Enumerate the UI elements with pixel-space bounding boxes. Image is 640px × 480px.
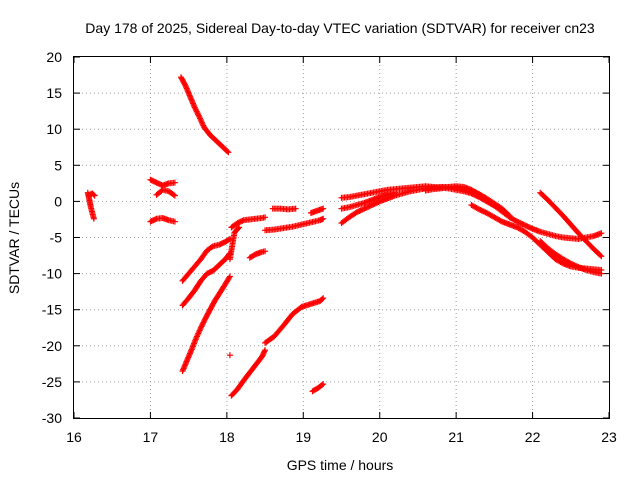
data-point-14 <box>319 296 326 303</box>
data-point-8 <box>199 322 206 329</box>
y-tick-label: 5 <box>54 157 62 173</box>
data-point-9 <box>235 225 242 232</box>
x-tick-label: 21 <box>448 429 464 445</box>
data-point-8 <box>199 320 206 327</box>
x-tick-labels: 16 17 18 19 20 21 22 23 <box>66 429 617 445</box>
y-tick-label: -25 <box>42 374 62 390</box>
data-point-8 <box>198 323 205 330</box>
data-point-18 <box>320 381 327 388</box>
data-point-5 <box>192 105 199 112</box>
data-point-16 <box>292 205 299 212</box>
x-tick-label: 20 <box>372 429 388 445</box>
data-point-8 <box>226 273 233 280</box>
data-point-12 <box>262 347 269 354</box>
data-point-8 <box>197 324 204 331</box>
data-point-2 <box>171 179 178 186</box>
data-point-25 <box>597 252 604 259</box>
data-point-17 <box>320 205 327 212</box>
chart-title: Day 178 of 2025, Sidereal Day-to-day VTE… <box>85 20 595 36</box>
data-point-0 <box>90 215 97 222</box>
data-point-5 <box>195 112 202 119</box>
data-point-6 <box>208 244 215 251</box>
data-point-14 <box>320 295 327 302</box>
data-point-8 <box>200 319 207 326</box>
data-point-15 <box>320 215 327 222</box>
y-tick-label: 0 <box>54 193 62 209</box>
data-point-24 <box>598 270 605 277</box>
plot-frame <box>73 56 610 419</box>
data-point-21 <box>392 189 398 196</box>
data-point-25 <box>598 253 605 260</box>
data-point-8 <box>226 274 233 281</box>
data-point-5 <box>194 109 201 116</box>
data-point-5 <box>193 108 200 115</box>
data-point-5 <box>191 104 198 111</box>
x-tick-label: 16 <box>66 429 82 445</box>
data-point-18 <box>319 381 326 388</box>
y-tick-label: 20 <box>46 49 62 65</box>
data-point-13 <box>262 248 269 255</box>
data-point-8 <box>201 318 208 325</box>
data-point-4 <box>171 192 178 199</box>
data-point-1 <box>90 191 97 198</box>
x-axis-label: GPS time / hours <box>287 457 394 473</box>
data-point-4 <box>170 191 177 198</box>
x-tick-label: 17 <box>143 429 159 445</box>
x-tick-label: 23 <box>601 429 617 445</box>
y-tick-label: 10 <box>46 121 62 137</box>
data-point-3 <box>171 218 178 225</box>
y-tick-label: -15 <box>42 302 62 318</box>
y-tick-label: -5 <box>50 230 63 246</box>
data-point-5 <box>224 148 231 155</box>
y-tick-label: -20 <box>42 338 62 354</box>
y-tick-label: -10 <box>42 266 62 282</box>
data-point-22 <box>598 230 605 237</box>
data-point-5 <box>225 149 232 156</box>
data-point-5 <box>193 107 200 114</box>
x-tick-label: 18 <box>219 429 235 445</box>
x-tick-label: 22 <box>525 429 541 445</box>
data-point-5 <box>195 111 202 118</box>
data-marks <box>84 74 605 399</box>
y-tick-labels: 20 15 10 5 0 -5 -10 -15 -20 -25 -30 <box>42 49 62 426</box>
y-tick-label: 15 <box>46 85 62 101</box>
data-point-1 <box>91 192 98 199</box>
y-tick-label: -30 <box>42 410 62 426</box>
data-point-6 <box>225 236 232 243</box>
data-point-11 <box>262 214 269 221</box>
y-axis-label: SDTVAR / TECUs <box>6 182 22 294</box>
x-tick-label: 19 <box>295 429 311 445</box>
data-point-12 <box>261 348 268 355</box>
data-point-10 <box>226 352 233 359</box>
